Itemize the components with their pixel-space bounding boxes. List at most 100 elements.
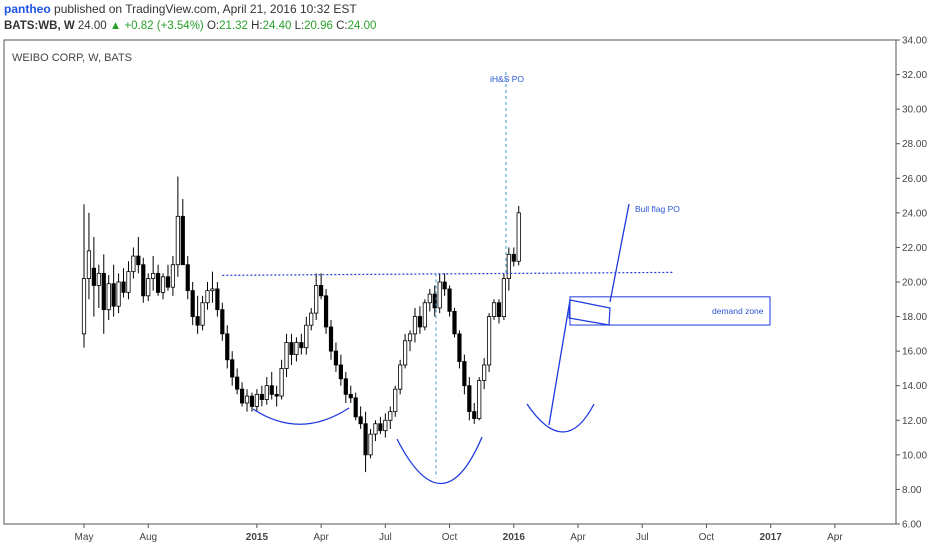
candle-body: [289, 342, 294, 356]
candle-body: [225, 333, 230, 361]
candle-body: [239, 388, 245, 404]
open-label: O:: [206, 20, 220, 32]
candle-body: [363, 423, 368, 456]
candle-body: [235, 376, 240, 390]
candle-body: [111, 283, 116, 307]
candle-body: [264, 385, 269, 400]
candle-body: [314, 285, 319, 314]
candle-body: [195, 316, 200, 326]
candle-body: [279, 368, 284, 397]
candle-body: [131, 255, 136, 273]
candle-body: [383, 419, 388, 432]
candle-body: [452, 310, 457, 335]
candle-body: [358, 416, 363, 425]
candle-body: [254, 393, 259, 407]
time-axis[interactable]: May Aug 2015 Apr Jul Oct 2016 Apr Jul Oct 2017 Apr: [75, 524, 844, 543]
candle-body: [141, 264, 146, 297]
candle-body: [506, 253, 511, 279]
y-tick-label: 26.00: [902, 174, 927, 185]
high-value: 24.40: [262, 20, 292, 32]
symbol-legend: BATS:WB, W 24.00 ▲ +0.82 (+3.54%) O:21.3…: [4, 20, 376, 32]
candle-body: [491, 302, 497, 317]
candle-body: [338, 364, 343, 380]
x-tick-label: Aug: [139, 532, 157, 543]
candle-body: [205, 290, 210, 304]
candle-body: [323, 295, 329, 328]
candle-body: [501, 278, 507, 317]
head-arc: [396, 436, 483, 484]
flag-pole: [548, 299, 571, 426]
candle-body: [165, 276, 171, 288]
author-link[interactable]: pantheo: [4, 2, 51, 16]
candle-body: [472, 411, 477, 419]
annotations: iH&S PO Bull flag PO demand zone: [222, 72, 771, 484]
x-tick-label: Apr: [827, 532, 843, 543]
candle-body: [269, 385, 274, 395]
candle-body: [407, 333, 413, 342]
candle-body: [284, 342, 289, 369]
candle-body: [309, 312, 314, 326]
candle-body: [215, 288, 220, 311]
x-tick-label: Jul: [379, 532, 392, 543]
candle-body: [373, 423, 378, 435]
chart-title: WEIBO CORP, W, BATS: [12, 52, 132, 64]
y-tick-label: 22.00: [902, 243, 927, 254]
candle-body: [437, 281, 442, 309]
candle-body: [368, 433, 373, 456]
candle-body: [160, 276, 166, 293]
candle-body: [170, 264, 176, 288]
candle-body: [447, 288, 452, 312]
candle-body: [427, 293, 432, 304]
candle-body: [412, 316, 418, 335]
x-tick-label: Jul: [636, 532, 649, 543]
low-value: 20.96: [304, 20, 333, 32]
y-tick-label: 20.00: [902, 278, 927, 289]
demand-zone-box: [569, 296, 771, 326]
candle-body: [393, 388, 398, 413]
candle-body: [136, 255, 141, 266]
candle-body: [378, 423, 383, 432]
candle-body: [220, 309, 225, 335]
y-tick-label: 30.00: [902, 105, 927, 116]
candle-body: [304, 324, 309, 349]
neckline: [222, 271, 675, 276]
demand-zone-label: demand zone: [712, 306, 764, 316]
candle-body: [259, 393, 264, 400]
candle-body: [91, 267, 96, 286]
candle-body: [388, 411, 393, 421]
y-tick-label: 18.00: [902, 312, 927, 323]
candle-body: [442, 281, 447, 290]
open-value: 21.32: [219, 20, 248, 32]
candle-body: [482, 364, 487, 381]
candle-body: [294, 342, 299, 356]
candle-body: [333, 350, 339, 366]
right-shoulder-arc: [526, 403, 595, 433]
candle-body: [249, 395, 255, 407]
y-tick-label: 10.00: [902, 450, 927, 461]
ihs-po-label: iH&S PO: [490, 74, 524, 84]
x-tick-label: 2016: [503, 532, 526, 543]
candle-body: [180, 215, 185, 266]
candle-body: [96, 272, 101, 286]
y-tick-label: 32.00: [902, 70, 927, 81]
candle-body: [343, 378, 348, 395]
candle-body: [81, 278, 87, 335]
candle-body: [86, 250, 92, 279]
close-value: 24.00: [347, 20, 377, 32]
x-tick-label: Oct: [442, 532, 458, 543]
candle-body: [274, 393, 279, 397]
price-axis[interactable]: 6.00 8.00 10.00 12.00 14.00 16.00 18.00 20.00 22…: [896, 36, 927, 531]
candle-body: [155, 272, 161, 293]
candle-body: [175, 215, 180, 266]
candle-body: [462, 361, 467, 387]
symbol-name[interactable]: BATS:WB, W: [4, 20, 75, 32]
candle-body: [299, 342, 304, 349]
candles: [81, 176, 521, 473]
x-tick-label: 2015: [246, 532, 269, 543]
x-tick-label: Oct: [699, 532, 715, 543]
candle-body: [210, 288, 215, 292]
candle-body: [496, 302, 502, 317]
candle-body: [319, 285, 324, 297]
x-tick-label: May: [75, 532, 94, 543]
